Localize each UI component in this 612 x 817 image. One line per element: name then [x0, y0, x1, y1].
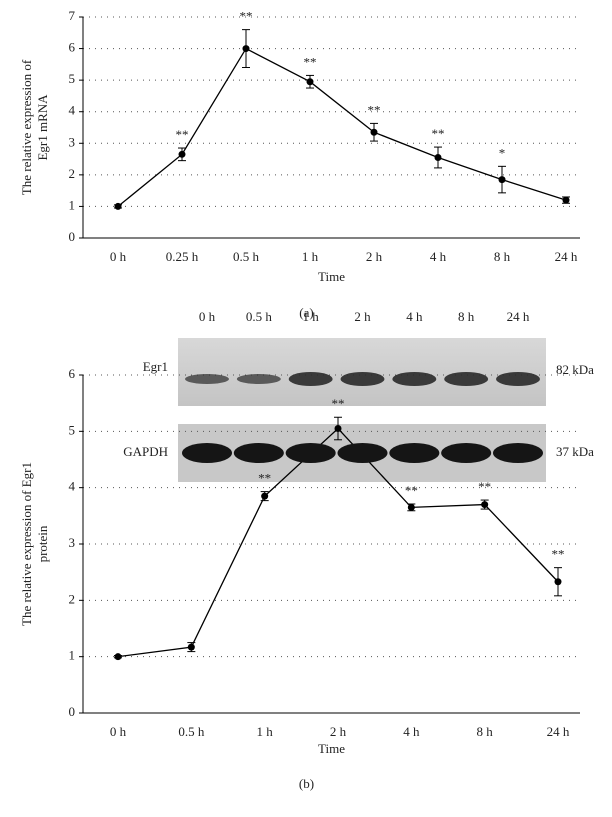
y-tick-label: 0: [69, 704, 76, 719]
x-tick-label: 0.5 h: [233, 249, 260, 264]
significance: **: [552, 547, 565, 562]
x-axis-label: Time: [318, 269, 345, 284]
significance: *: [499, 145, 506, 160]
significance: **: [176, 127, 189, 142]
significance: **: [405, 483, 418, 498]
band: [288, 372, 333, 386]
y-tick-label: 5: [69, 71, 76, 86]
x-tick-label: 2 h: [330, 724, 347, 739]
data-point: [178, 150, 186, 158]
band: [493, 443, 543, 463]
significance: **: [368, 102, 381, 117]
lane-label: 24 h: [507, 309, 530, 324]
x-tick-label: 0.5 h: [178, 724, 205, 739]
y-axis-label: Egr1 mRNA: [35, 94, 50, 161]
band: [185, 374, 229, 384]
significance: **: [240, 9, 253, 24]
x-tick-label: 8 h: [494, 249, 511, 264]
data-point: [114, 653, 122, 661]
data-point: [261, 492, 269, 500]
y-axis-label: The relative expression of: [19, 59, 34, 195]
x-axis-label: Time: [318, 741, 345, 756]
data-point: [498, 176, 506, 184]
x-tick-label: 0.25 h: [166, 249, 199, 264]
data-point: [434, 153, 442, 161]
x-tick-label: 0 h: [110, 724, 127, 739]
data-point: [562, 196, 570, 204]
lane-label: 2 h: [354, 309, 371, 324]
significance: **: [478, 479, 491, 494]
significance: **: [432, 126, 445, 141]
y-tick-label: 3: [69, 535, 76, 550]
significance: **: [258, 471, 271, 486]
data-point: [334, 425, 342, 433]
row-label: GAPDH: [123, 444, 168, 459]
size-label: 37 kDa: [556, 444, 594, 459]
x-tick-label: 4 h: [430, 249, 447, 264]
lane-label: 8 h: [458, 309, 475, 324]
data-point: [114, 202, 122, 210]
band: [233, 443, 284, 463]
y-tick-label: 7: [69, 8, 76, 23]
band: [392, 372, 437, 386]
band: [285, 443, 336, 463]
data-point: [187, 643, 195, 651]
y-tick-label: 1: [69, 197, 76, 212]
lane-label: 1 h: [303, 309, 320, 324]
y-axis-label: protein: [35, 525, 50, 562]
x-tick-label: 0 h: [110, 249, 127, 264]
band: [496, 372, 540, 386]
lane-label: 4 h: [406, 309, 423, 324]
x-tick-label: 1 h: [257, 724, 274, 739]
lane-label: 0 h: [199, 309, 216, 324]
panel-label: (a): [299, 305, 313, 320]
y-tick-label: 3: [69, 134, 76, 149]
significance: **: [332, 396, 345, 411]
y-tick-label: 0: [69, 229, 76, 244]
y-tick-label: 6: [69, 366, 76, 381]
data-point: [554, 578, 562, 586]
band: [337, 443, 388, 463]
y-tick-label: 5: [69, 422, 76, 437]
band: [236, 374, 281, 384]
y-tick-label: 1: [69, 648, 76, 663]
band: [182, 443, 232, 463]
band: [340, 372, 385, 386]
data-point: [481, 501, 489, 509]
data-point: [407, 503, 415, 511]
band: [389, 443, 440, 463]
y-axis-label: The relative expression of Egr1: [19, 462, 34, 626]
x-tick-label: 24 h: [555, 249, 578, 264]
panel-label: (b): [299, 776, 314, 791]
y-tick-label: 2: [69, 591, 76, 606]
band: [444, 372, 489, 386]
y-tick-label: 6: [69, 40, 76, 55]
row-label: Egr1: [143, 359, 168, 374]
y-tick-label: 4: [69, 103, 76, 118]
x-tick-label: 24 h: [547, 724, 570, 739]
y-tick-label: 4: [69, 479, 76, 494]
data-point: [306, 78, 314, 86]
blot-egr1: [178, 338, 546, 406]
x-tick-label: 8 h: [477, 724, 494, 739]
size-label: 82 kDa: [556, 362, 594, 377]
lane-label: 0.5 h: [246, 309, 273, 324]
x-tick-label: 4 h: [403, 724, 420, 739]
data-point: [242, 45, 250, 53]
significance: **: [304, 54, 317, 69]
x-tick-label: 2 h: [366, 249, 383, 264]
x-tick-label: 1 h: [302, 249, 319, 264]
data-point: [370, 128, 378, 136]
band: [441, 443, 492, 463]
data-line: [117, 47, 567, 207]
y-tick-label: 2: [69, 166, 76, 181]
